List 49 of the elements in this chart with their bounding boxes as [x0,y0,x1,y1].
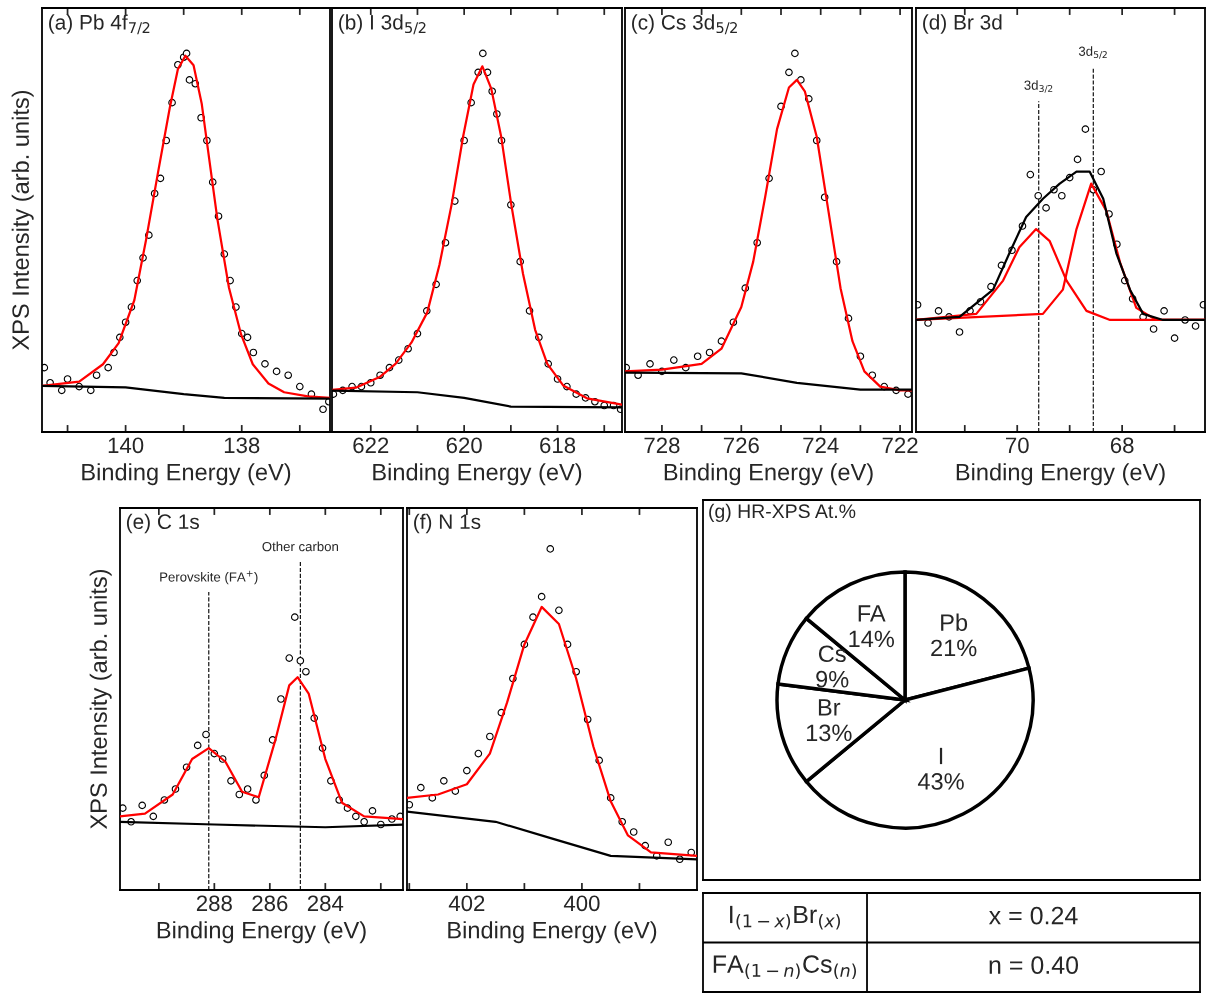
x-tick-label: 724 [803,437,839,453]
x-tick-label: 622 [353,437,389,454]
data-label: 13% [806,724,852,742]
x-tick-label: 68 [1110,437,1134,454]
x-tick-label: 140 [108,437,144,454]
x-axis-title: Binding Energy (eV) [82,463,291,486]
slice-label: I [939,747,943,765]
data-label: 9% [816,670,849,688]
text: x = 0.24 [988,906,1078,925]
y-axis-title: XPS Intensity (arb. units) [89,569,112,830]
x-axis-title: Binding Energy (eV) [157,921,366,944]
x-tick-label: 618 [540,437,576,454]
text: n = 0.40 [989,956,1079,974]
data-label: 14% [849,630,894,648]
chart-title: (d) Br 3d [923,14,1002,34]
x-tick-label: 400 [563,895,600,912]
chart-title: (f) N 1s [414,513,481,534]
text: FA$_{(1−n)}$Cs$_{(n)}$ [713,955,857,980]
text: I$_{(1−x)}$Br$_{(x)}$ [730,905,840,930]
x-axis-title: Binding Energy (eV) [373,463,582,486]
slice-label: Cs [818,645,846,663]
chart-title: (a) Pb 4f$_{7/2}$ [49,14,150,35]
x-tick-label: 620 [446,437,482,454]
chart-title: (e) C 1s [126,513,199,534]
x-tick-label: 288 [196,895,232,912]
chart-title: (b) I 3d$_{5/2}$ [339,14,426,35]
slice-label: Pb [941,613,968,631]
slice-label: Br [818,699,841,716]
ref-line-label: Perovskite (FA$^{+}$) [160,570,258,585]
y-axis-title: XPS Intensity (arb. units) [11,90,34,351]
x-tick-label: 728 [644,437,680,454]
x-tick-label: 284 [307,895,344,912]
x-tick-label: 286 [252,895,288,912]
x-tick-label: 402 [448,895,485,912]
x-axis-title: Binding Energy (eV) [956,463,1165,486]
chart-title: (c) Cs 3d$_{5/2}$ [632,14,737,35]
x-axis-title: Binding Energy (eV) [448,921,657,944]
x-tick-label: 70 [1006,437,1029,454]
ref-line-label: 3d$_{5/2}$ [1078,46,1107,59]
x-tick-label: 138 [224,437,260,454]
x-tick-label: 722 [882,437,918,453]
chart-title: (g) HR-XPS At.% [709,503,856,522]
slice-label: FA [858,605,886,622]
ref-line-label: Other carbon [262,541,338,552]
data-label: 43% [917,773,964,790]
ref-line-label: 3d$_{3/2}$ [1024,80,1053,93]
data-label: 21% [931,639,977,657]
x-axis-title: Binding Energy (eV) [664,463,873,486]
x-tick-label: 726 [723,437,759,454]
